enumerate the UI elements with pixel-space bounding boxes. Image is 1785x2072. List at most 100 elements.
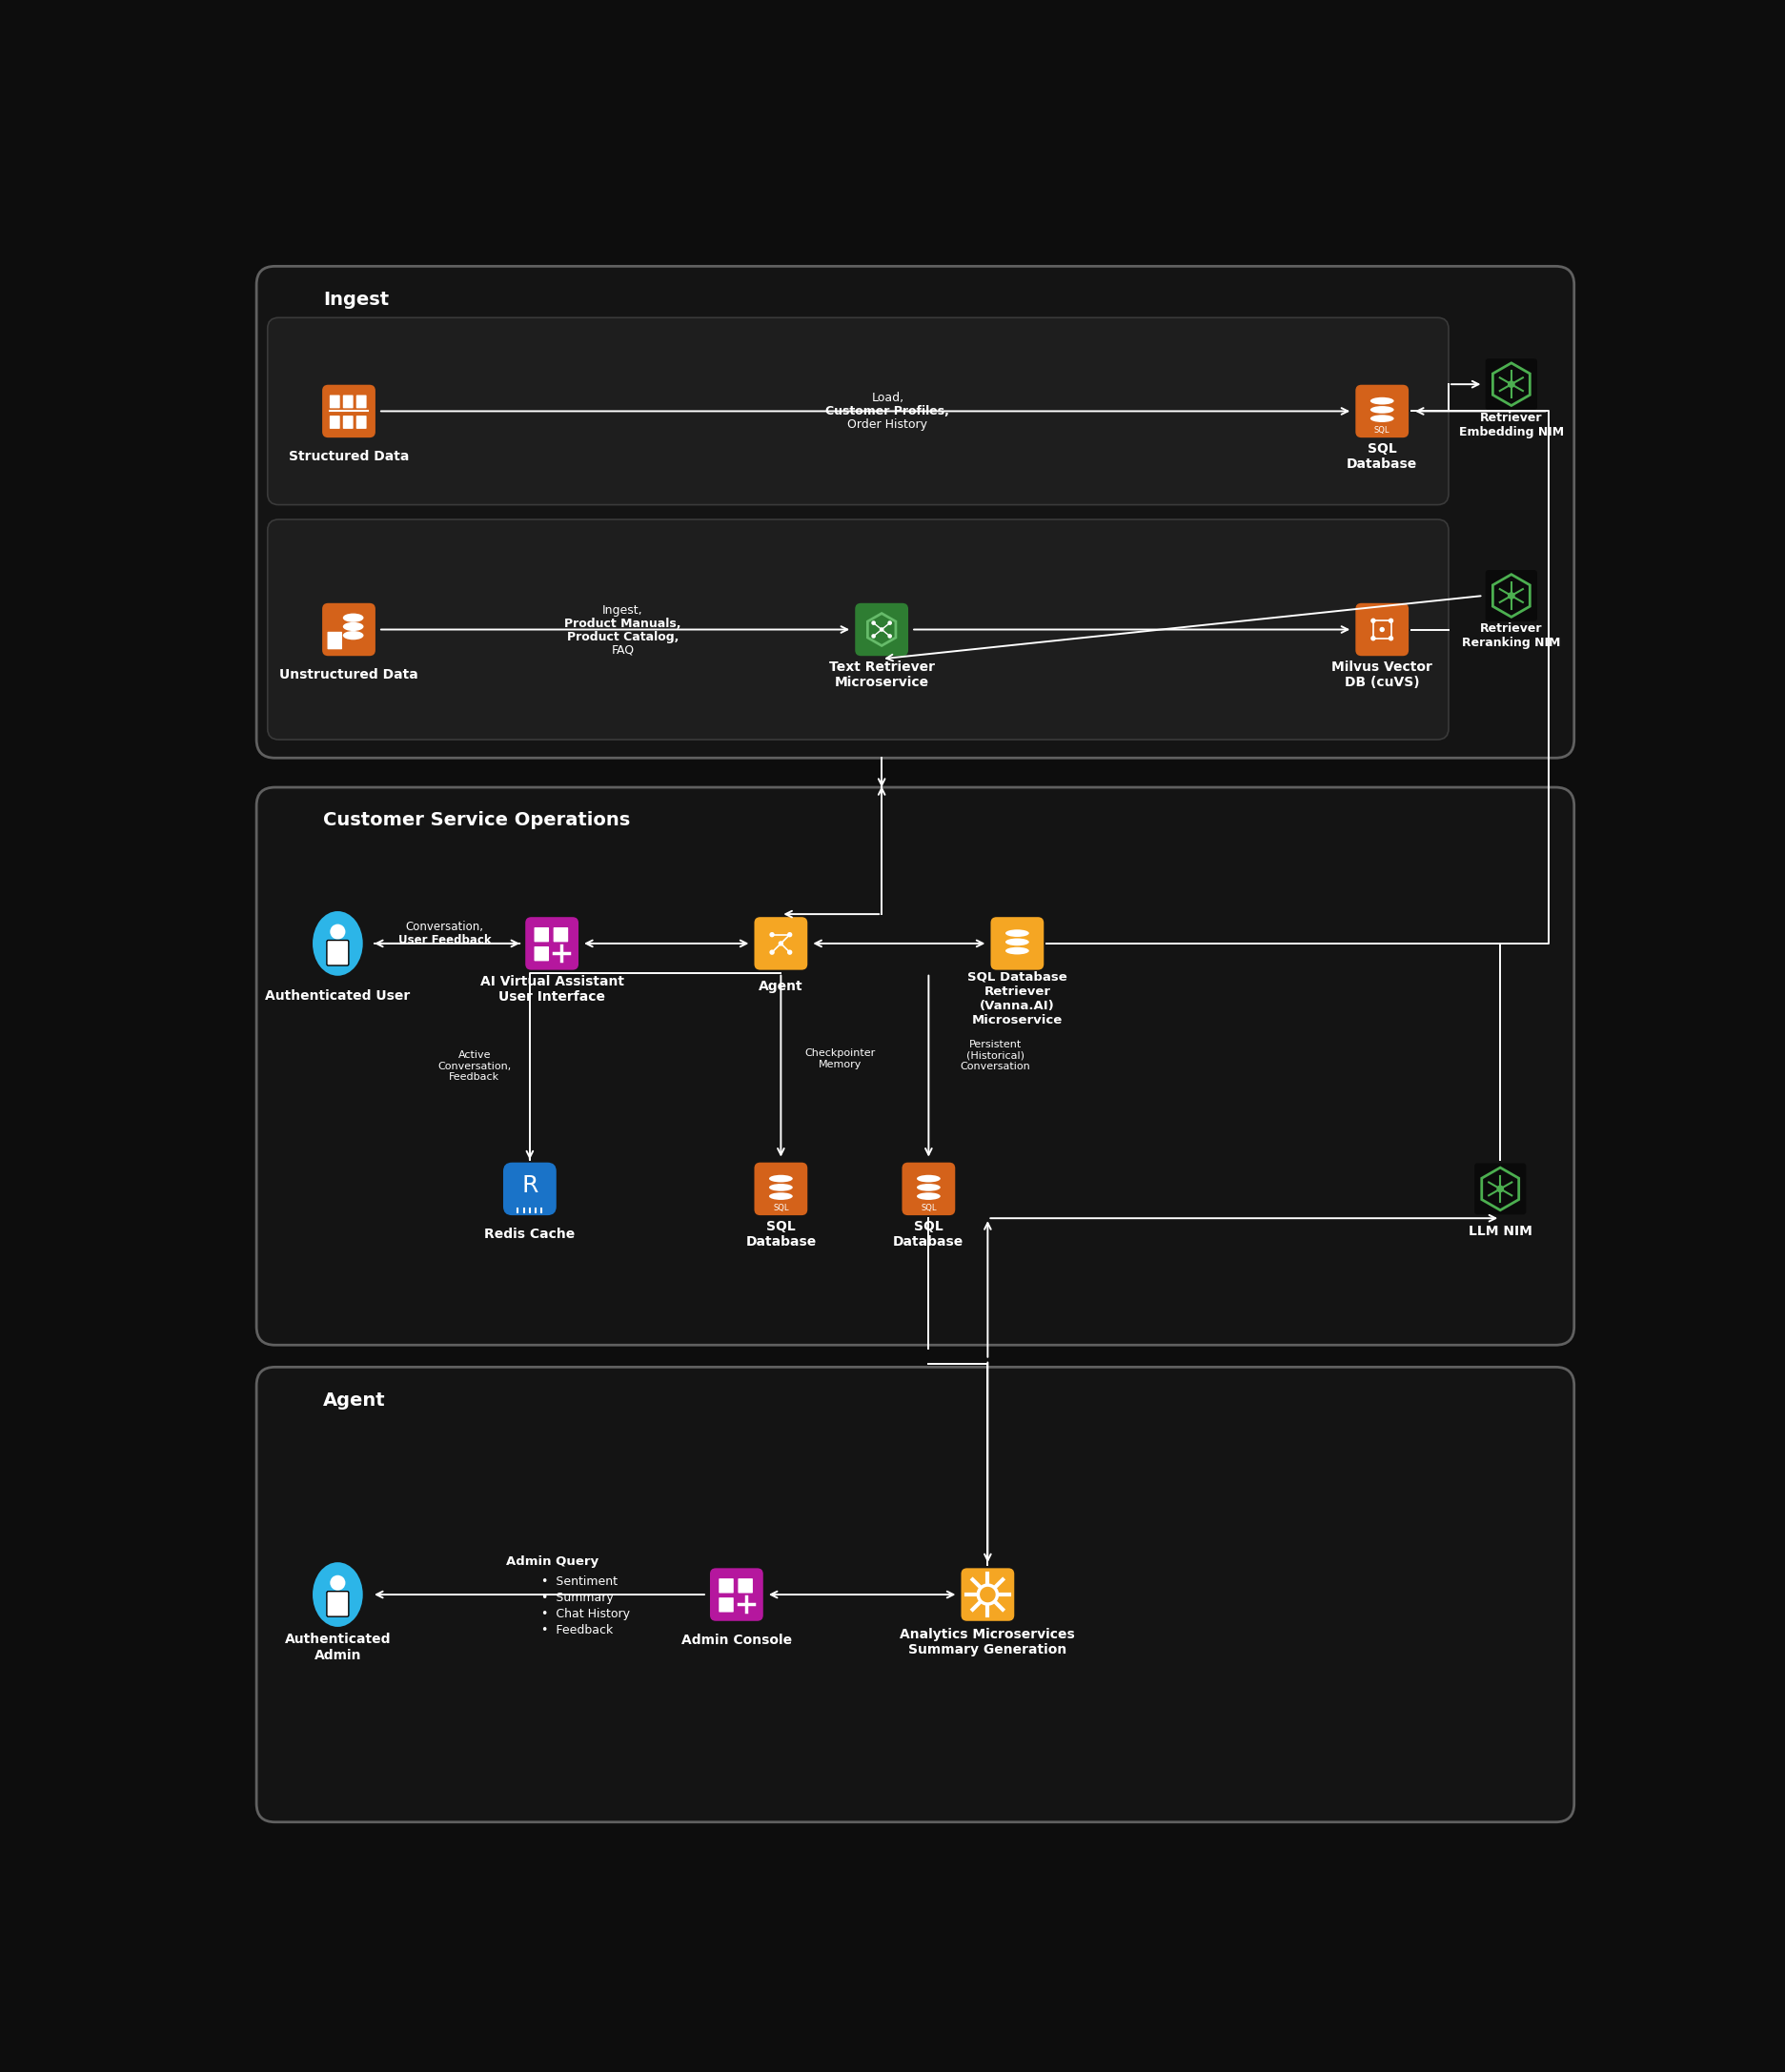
Circle shape: [1507, 381, 1514, 387]
Text: R: R: [521, 1175, 537, 1198]
Ellipse shape: [916, 1193, 941, 1200]
FancyBboxPatch shape: [901, 1162, 955, 1216]
Text: Checkpointer
Memory: Checkpointer Memory: [805, 1048, 875, 1069]
FancyBboxPatch shape: [327, 941, 348, 966]
FancyBboxPatch shape: [553, 928, 568, 943]
Circle shape: [787, 932, 793, 937]
Text: Product Catalog,: Product Catalog,: [566, 630, 678, 642]
Text: Ingest: Ingest: [323, 290, 389, 309]
Ellipse shape: [343, 632, 364, 640]
Text: SQL: SQL: [1373, 427, 1389, 435]
Text: Ingest,: Ingest,: [602, 605, 643, 617]
FancyBboxPatch shape: [525, 918, 578, 970]
FancyBboxPatch shape: [321, 603, 375, 657]
Text: Milvus Vector
DB (cuVS): Milvus Vector DB (cuVS): [1332, 661, 1432, 690]
Text: Analytics Microservices
Summary Generation: Analytics Microservices Summary Generati…: [900, 1629, 1075, 1658]
FancyBboxPatch shape: [753, 1162, 807, 1216]
Ellipse shape: [1005, 947, 1028, 955]
FancyBboxPatch shape: [330, 396, 339, 408]
FancyBboxPatch shape: [327, 1591, 348, 1616]
FancyBboxPatch shape: [327, 632, 343, 649]
Circle shape: [330, 924, 345, 939]
FancyBboxPatch shape: [503, 1162, 557, 1216]
Text: SQL: SQL: [773, 1204, 789, 1212]
FancyBboxPatch shape: [1474, 1162, 1526, 1214]
FancyBboxPatch shape: [753, 918, 807, 970]
Text: Agent: Agent: [323, 1390, 386, 1409]
FancyBboxPatch shape: [268, 520, 1448, 740]
FancyBboxPatch shape: [1355, 603, 1408, 657]
FancyBboxPatch shape: [718, 1579, 734, 1593]
Ellipse shape: [312, 1562, 362, 1627]
Ellipse shape: [1005, 930, 1028, 937]
Ellipse shape: [1369, 398, 1392, 404]
Text: SQL
Database: SQL Database: [744, 1220, 816, 1249]
Text: Retriever
Reranking NIM: Retriever Reranking NIM: [1462, 624, 1560, 649]
FancyBboxPatch shape: [330, 416, 339, 429]
Text: SQL
Database: SQL Database: [1346, 441, 1417, 470]
Ellipse shape: [1369, 414, 1392, 423]
Circle shape: [871, 622, 875, 626]
Circle shape: [330, 1575, 345, 1591]
Ellipse shape: [343, 613, 364, 622]
Text: LLM NIM: LLM NIM: [1467, 1225, 1532, 1239]
Text: Order History: Order History: [848, 419, 926, 431]
FancyBboxPatch shape: [321, 385, 375, 437]
Text: User Feedback: User Feedback: [398, 934, 491, 947]
FancyBboxPatch shape: [257, 787, 1573, 1345]
Text: •  Summary: • Summary: [541, 1591, 612, 1604]
Circle shape: [787, 949, 793, 955]
FancyBboxPatch shape: [1485, 358, 1537, 410]
FancyBboxPatch shape: [355, 396, 366, 408]
Text: SQL: SQL: [921, 1204, 935, 1212]
Text: Admin Query: Admin Query: [505, 1556, 598, 1569]
FancyBboxPatch shape: [343, 416, 353, 429]
Text: Load,: Load,: [871, 392, 903, 404]
Text: Conversation,: Conversation,: [405, 922, 484, 934]
FancyBboxPatch shape: [1485, 570, 1537, 622]
Text: Structured Data: Structured Data: [289, 450, 409, 464]
Circle shape: [1369, 617, 1374, 624]
FancyBboxPatch shape: [355, 416, 366, 429]
Text: Unstructured Data: Unstructured Data: [278, 669, 418, 682]
FancyBboxPatch shape: [257, 1368, 1573, 1821]
Text: •  Chat History: • Chat History: [541, 1608, 628, 1620]
FancyBboxPatch shape: [534, 928, 548, 943]
Circle shape: [1378, 628, 1383, 632]
Text: Retriever
Embedding NIM: Retriever Embedding NIM: [1458, 410, 1564, 437]
Circle shape: [887, 634, 891, 638]
FancyBboxPatch shape: [257, 267, 1573, 758]
Text: Text Retriever
Microservice: Text Retriever Microservice: [828, 661, 934, 690]
Circle shape: [887, 622, 891, 626]
Text: SQL
Database: SQL Database: [892, 1220, 964, 1249]
Text: AI Virtual Assistant
User Interface: AI Virtual Assistant User Interface: [480, 974, 623, 1003]
FancyBboxPatch shape: [343, 396, 353, 408]
Text: Agent: Agent: [759, 980, 803, 992]
Ellipse shape: [916, 1175, 941, 1183]
Circle shape: [1507, 593, 1514, 599]
Ellipse shape: [769, 1183, 793, 1191]
FancyBboxPatch shape: [710, 1569, 762, 1620]
FancyBboxPatch shape: [960, 1569, 1014, 1620]
FancyBboxPatch shape: [268, 317, 1448, 506]
Circle shape: [1369, 636, 1374, 640]
FancyBboxPatch shape: [737, 1579, 753, 1593]
Circle shape: [878, 628, 884, 632]
Text: Customer Profiles,: Customer Profiles,: [825, 404, 950, 416]
Text: Authenticated User: Authenticated User: [264, 990, 411, 1003]
Ellipse shape: [916, 1183, 941, 1191]
Text: Customer Service Operations: Customer Service Operations: [323, 812, 630, 829]
Text: Admin Console: Admin Console: [680, 1633, 791, 1647]
Circle shape: [769, 932, 775, 937]
Ellipse shape: [1005, 939, 1028, 945]
Text: Persistent
(Historical)
Conversation: Persistent (Historical) Conversation: [959, 1040, 1030, 1071]
Circle shape: [1496, 1185, 1503, 1193]
Circle shape: [778, 941, 784, 947]
Text: •  Feedback: • Feedback: [541, 1624, 612, 1637]
Text: Authenticated
Admin: Authenticated Admin: [284, 1633, 391, 1662]
FancyBboxPatch shape: [534, 947, 548, 961]
Ellipse shape: [312, 912, 362, 976]
Ellipse shape: [769, 1193, 793, 1200]
Text: Active
Conversation,
Feedback: Active Conversation, Feedback: [437, 1051, 511, 1082]
Ellipse shape: [343, 622, 364, 632]
